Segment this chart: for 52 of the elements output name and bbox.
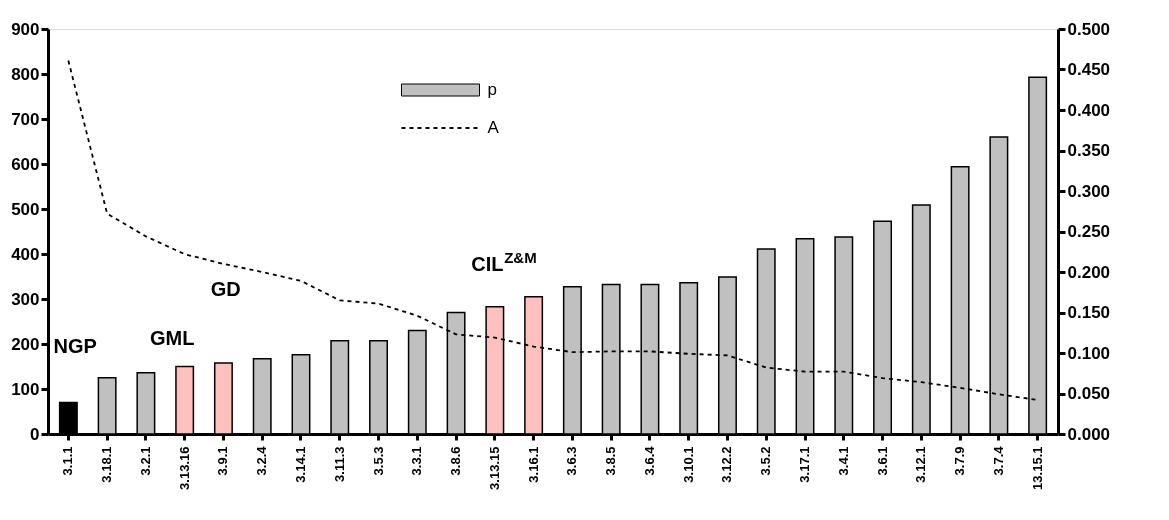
y-tick-label: 200 xyxy=(11,334,40,354)
x-tick-label: 3.6.4 xyxy=(641,445,657,476)
y2-tick-label: 0.100 xyxy=(1067,343,1111,363)
y2-tick-label: 0.150 xyxy=(1067,303,1111,322)
y2-tick-label: 0.250 xyxy=(1067,222,1111,241)
x-tick-label: 13.15.1 xyxy=(1029,446,1045,490)
y-tick-label: 600 xyxy=(11,154,40,174)
x-tick-label: 3.12.2 xyxy=(719,446,735,483)
y-tick-label: 400 xyxy=(11,244,40,264)
y-tick-label: 800 xyxy=(11,64,40,84)
x-tick-label: 3.17.1 xyxy=(797,446,813,483)
x-tick-label: 3.7.9 xyxy=(952,446,968,476)
y2-tick-label: 0.000 xyxy=(1067,424,1111,444)
y-tick-label: 900 xyxy=(11,19,40,39)
x-tick-label: 3.2.1 xyxy=(137,446,153,476)
x-tick-label: 3.2.4 xyxy=(254,445,270,476)
y2-tick-label: 0.500 xyxy=(1067,19,1111,39)
x-tick-label: 3.3.1 xyxy=(409,446,425,476)
x-tick-label: 3.6.3 xyxy=(564,446,580,476)
x-tick-label: 3.14.1 xyxy=(292,446,308,483)
y2-tick-label: 0.450 xyxy=(1067,60,1111,79)
y2-tick-label: 0.400 xyxy=(1067,100,1111,120)
x-tick-label: 3.16.1 xyxy=(525,446,541,483)
x-tick-label: 3.5.2 xyxy=(758,446,774,476)
x-tick-label: 3.10.1 xyxy=(680,446,696,483)
x-tick-label: 3.4.1 xyxy=(835,446,851,476)
x-tick-label: 3.7.4 xyxy=(990,445,1006,476)
x-tick-label: 3.8.5 xyxy=(603,446,619,476)
y-tick-label: 300 xyxy=(11,289,40,309)
x-tick-label: 3.9.1 xyxy=(215,446,231,476)
y-tick-label: 700 xyxy=(11,109,40,129)
legend-label: p xyxy=(487,80,497,99)
annotation: GML xyxy=(150,326,195,349)
y-tick-label: 500 xyxy=(11,199,40,219)
y2-tick-label: 0.350 xyxy=(1067,141,1111,160)
x-tick-label: 3.8.6 xyxy=(448,446,464,476)
y2-tick-label: 0.050 xyxy=(1067,384,1111,403)
x-tick-label: 3.1.1 xyxy=(60,446,76,476)
annotation: GD xyxy=(210,278,241,301)
x-tick-label: 3.13.16 xyxy=(176,446,192,490)
annotation: NGP xyxy=(53,335,97,358)
x-tick-label: 3.5.3 xyxy=(370,446,386,476)
x-tick-label: 3.12.1 xyxy=(913,446,929,483)
y2-tick-label: 0.300 xyxy=(1067,181,1111,201)
y-tick-label: 0 xyxy=(30,424,40,444)
y-tick-label: 100 xyxy=(11,379,40,399)
y2-tick-label: 0.200 xyxy=(1067,262,1111,282)
legend-label: A xyxy=(487,118,500,137)
x-tick-label: 3.11.3 xyxy=(331,446,347,482)
x-tick-label: 3.6.1 xyxy=(874,446,890,476)
x-tick-label: 3.18.1 xyxy=(99,446,115,483)
x-tick-label: 3.13.15 xyxy=(486,446,502,490)
